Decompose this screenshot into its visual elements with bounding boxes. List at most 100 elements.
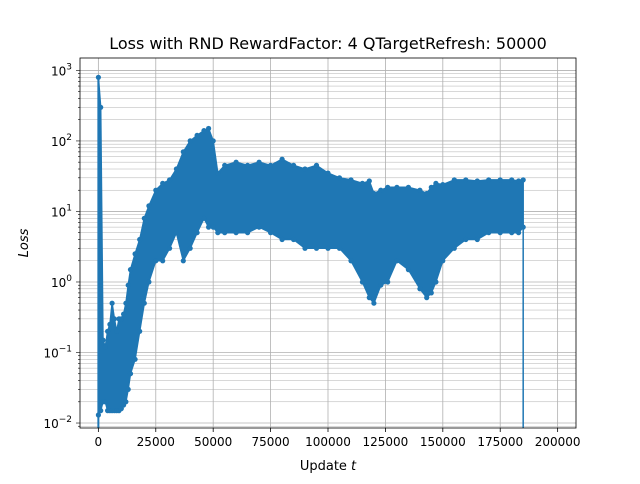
series-0-point-upper <box>187 138 193 144</box>
series-0-point-lower <box>509 230 515 236</box>
series-0-point-lower <box>440 258 446 264</box>
series-0-point-lower <box>366 295 372 301</box>
series-0-point-upper <box>256 159 262 165</box>
x-tick-label: 0 <box>95 435 103 449</box>
series-0-point-lower <box>233 230 239 236</box>
series-0-point-upper <box>215 170 221 176</box>
series-0-point-upper <box>180 149 186 155</box>
series-0-point-lower <box>486 230 492 236</box>
y-tick-label: 103 <box>51 62 72 78</box>
series-0-point-lower <box>173 230 179 236</box>
series-0-point-upper <box>210 138 216 144</box>
series-0-point-lower <box>497 230 503 236</box>
series-0-point-lower <box>385 279 391 285</box>
series-0-point-upper <box>125 282 131 288</box>
x-tick-label: 25000 <box>137 435 175 449</box>
series-0-point-upper <box>102 344 108 350</box>
series-0-point-upper <box>153 187 159 193</box>
series-0-point-lower <box>451 245 457 251</box>
series-0-point-upper <box>121 311 127 317</box>
series-0-point-lower <box>132 356 138 362</box>
series-0-point-lower <box>180 258 186 264</box>
series-0-point-lower <box>302 245 308 251</box>
series-0-point-upper <box>520 177 526 183</box>
series-0-point-lower <box>428 290 434 296</box>
x-tick-label: 175000 <box>477 435 523 449</box>
series-0-point-lower <box>336 245 343 251</box>
series-0-point-upper <box>405 184 411 190</box>
series-0-point-upper <box>279 156 285 162</box>
series-0-point-upper <box>233 159 239 165</box>
series-0-point-upper <box>245 162 251 168</box>
series-0-point-upper <box>132 251 138 257</box>
series-0-point-upper <box>100 337 106 343</box>
series-0-point-upper <box>98 104 104 110</box>
series-0-point-upper <box>105 328 111 334</box>
series-0-point-upper <box>109 300 115 306</box>
series-0-point-upper <box>268 162 274 168</box>
series-0-point-upper <box>123 300 129 306</box>
series-0-point-upper <box>440 182 446 188</box>
series-0-point-upper <box>394 184 400 190</box>
series-0-point-lower <box>146 279 152 285</box>
series-0-point-upper <box>359 180 365 186</box>
y-tick-label: 10−2 <box>43 415 72 431</box>
y-tick-label: 101 <box>51 203 72 219</box>
series-0-point-upper <box>160 180 166 186</box>
series-0-point-upper <box>516 178 522 184</box>
series-0-point-upper <box>111 316 117 322</box>
series-0-point-upper <box>107 321 113 327</box>
series-0-point-upper <box>366 178 372 184</box>
axis-ticks: 0 25000 50000 75000 100000 125000 150000 175000… <box>43 62 580 449</box>
series-0-point-upper <box>474 178 480 184</box>
series-0-point-upper <box>194 132 200 138</box>
series-0-point-lower <box>516 230 522 236</box>
series-0-point-lower <box>433 279 439 285</box>
series-0-point-upper <box>146 203 152 209</box>
series-0-point-lower <box>378 282 384 288</box>
series-0-point-lower <box>160 258 166 264</box>
y-tick-label: 102 <box>51 133 72 149</box>
series-0-point-lower <box>102 399 108 405</box>
series-0-point-upper <box>222 162 228 168</box>
series-0-point-lower <box>123 399 129 405</box>
series-0-point-upper <box>325 170 331 176</box>
series-0-point-upper <box>433 180 439 186</box>
series-0-point-lower <box>463 236 469 243</box>
x-axis-label-variable: t <box>351 459 357 474</box>
series-0-point-upper <box>336 175 343 181</box>
series-0-point-lower <box>359 279 365 285</box>
series-0-point-lower <box>291 236 297 243</box>
series-0-point-upper <box>114 328 120 334</box>
series-0-point-upper <box>201 128 207 134</box>
series-0-point-lower <box>153 258 159 264</box>
series-0-point-lower <box>125 386 131 392</box>
series-0-point-lower <box>256 224 262 230</box>
series-0-point-upper <box>141 215 147 221</box>
series-0-point-lower <box>137 328 143 334</box>
x-tick-label: 150000 <box>420 435 466 449</box>
series-0-point-upper <box>451 177 457 183</box>
series-0-point-lower <box>201 215 207 221</box>
series-0-point-upper <box>385 184 391 190</box>
series-0-point-lower <box>141 300 147 306</box>
y-axis-label: Loss <box>17 228 32 257</box>
series-0-point-upper <box>497 177 503 183</box>
series-0-point-lower <box>520 224 526 230</box>
series-0-point-lower <box>206 224 212 230</box>
series-0-point-upper <box>371 190 377 197</box>
series-0-point-upper <box>118 316 124 322</box>
series-0-point-upper <box>173 166 179 172</box>
series-0-point-upper <box>313 162 320 168</box>
series-0-point-lower <box>222 230 228 236</box>
series-0-point-upper <box>428 184 434 190</box>
x-tick-label: 200000 <box>535 435 581 449</box>
series-0-point-upper <box>206 125 212 132</box>
series-0-point-lower <box>98 408 104 414</box>
series-0-point-lower <box>245 230 251 236</box>
series-0-point-upper <box>378 187 384 193</box>
series-0-point-lower <box>279 236 285 243</box>
series-0-point-lower <box>348 258 354 264</box>
x-tick-label: 50000 <box>194 435 232 449</box>
